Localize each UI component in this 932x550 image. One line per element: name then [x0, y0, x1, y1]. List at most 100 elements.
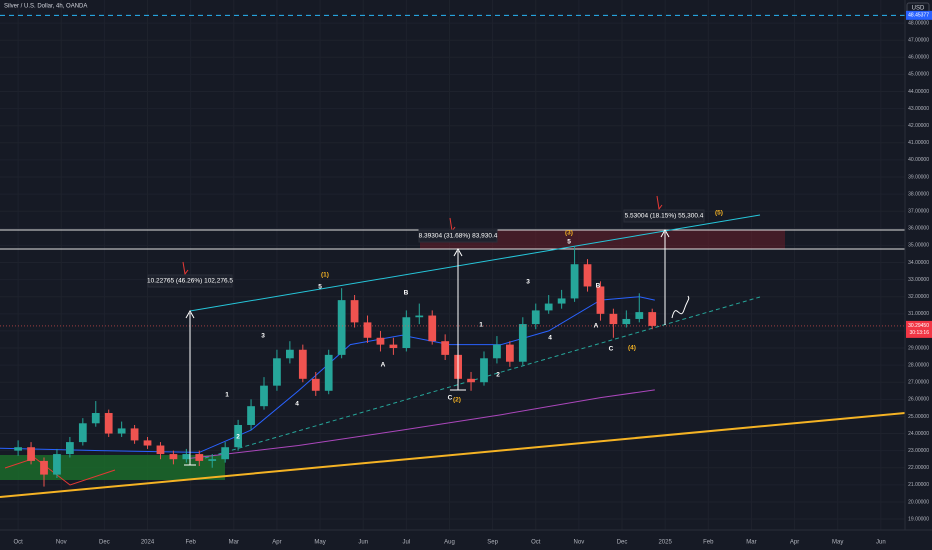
candle-body — [169, 454, 178, 460]
candle-body — [182, 454, 191, 460]
y-tick-label: 46.00000 — [908, 55, 929, 61]
measure-label: 10.22765 (46.26%) 102,276.5 — [147, 278, 233, 285]
y-tick-label: 24.00000 — [908, 431, 929, 437]
candle-body — [441, 341, 450, 355]
y-tick-label: 42.00000 — [908, 123, 929, 129]
candle-body — [363, 322, 372, 338]
y-tick-label: 23.00000 — [908, 448, 929, 454]
projection — [671, 295, 690, 319]
x-tick-label: Sep — [487, 540, 498, 546]
candle-body — [415, 315, 424, 318]
candle-body — [609, 313, 618, 325]
y-tick-label: 21.00000 — [908, 482, 929, 488]
wave-label: (4) — [628, 345, 636, 352]
wave-label: (5) — [715, 210, 723, 217]
measure-label: 5.53004 (18.15%) 55,300.4 — [625, 213, 704, 220]
y-tick-label: 41.00000 — [908, 140, 929, 146]
x-tick-label: May — [832, 540, 843, 546]
wave-label: 3 — [526, 279, 530, 286]
arrow-head — [453, 247, 463, 257]
candle-body — [337, 300, 346, 355]
y-tick-label: 26.00000 — [908, 397, 929, 403]
y-tick-label: 36.00000 — [908, 226, 929, 232]
candle-body — [389, 344, 398, 349]
wave-label: 4 — [548, 335, 552, 342]
wave-label: 1 — [225, 392, 229, 399]
x-tick-label: Feb — [185, 540, 196, 546]
wave-label: A — [381, 362, 386, 369]
wave-label: (3) — [565, 230, 573, 237]
x-tick-label: Oct — [13, 540, 23, 546]
candle-body — [53, 454, 61, 475]
y-tick-label: 48.00000 — [908, 20, 929, 26]
y-tick-label: 40.00000 — [908, 157, 929, 163]
wave-label: 4 — [295, 401, 299, 408]
wave-label: C — [448, 395, 453, 402]
candle-body — [557, 298, 566, 304]
alert-tag — [906, 10, 932, 20]
y-tick-label: 25.00000 — [908, 414, 929, 420]
candle-body — [505, 344, 514, 362]
alert-label: 48.45377 — [908, 13, 929, 19]
candle-body — [273, 358, 281, 386]
candle-body — [570, 264, 579, 299]
candle-body — [117, 428, 126, 434]
measure-box — [147, 274, 233, 288]
candle-body — [195, 454, 204, 461]
candle-body — [467, 378, 475, 383]
candle-body — [247, 406, 255, 425]
y-tick-label: 32.00000 — [908, 294, 929, 300]
wave-label: 2 — [496, 372, 500, 379]
candle-body — [40, 460, 48, 475]
candle-body — [583, 264, 592, 287]
y-tick-label: 33.00000 — [908, 277, 929, 283]
candle-body — [260, 385, 268, 407]
x-tick-label: May — [314, 540, 325, 546]
candle-body — [518, 324, 527, 362]
candle-body — [285, 349, 294, 359]
y-tick-label: 37.00000 — [908, 209, 929, 215]
y-tick-label: 45.00000 — [908, 72, 929, 78]
measure-label: 8.39304 (31.68%) 83,930.4 — [419, 233, 498, 240]
chart-title: Silver / U.S. Dollar, 4h, OANDA — [4, 4, 87, 10]
y-tick-label: 27.00000 — [908, 380, 929, 386]
candle-body — [78, 423, 87, 443]
candle-body — [531, 310, 540, 325]
y-tick-label: 35.00000 — [908, 243, 929, 249]
candle-body — [298, 349, 307, 379]
x-tick-label: Feb — [703, 540, 714, 546]
x-tick-label: Dec — [617, 540, 628, 546]
wave-label: B — [596, 283, 601, 290]
x-tick-label: Mar — [746, 540, 756, 546]
red-arrow — [656, 195, 663, 211]
arrow-head — [660, 228, 670, 238]
candle-body — [376, 337, 385, 345]
y-tick-label: 38.00000 — [908, 191, 929, 197]
last-price-tag — [906, 320, 932, 338]
x-tick-label: Jun — [358, 540, 368, 546]
candle-body — [208, 459, 217, 461]
candle-body — [234, 424, 242, 448]
y-tick-label: 34.00000 — [908, 260, 929, 266]
wave-label: (1) — [321, 272, 329, 279]
candle-body — [596, 286, 605, 314]
long-trendline — [0, 412, 906, 498]
candle-body — [130, 428, 139, 441]
last-price-label: 30.29450 — [908, 323, 929, 329]
countdown: 30:13:16 — [910, 330, 930, 336]
red-arrow — [182, 261, 189, 276]
wave-label: (2) — [453, 397, 461, 404]
candle-body — [27, 447, 35, 461]
measure-box — [418, 229, 498, 243]
resistance-zone — [420, 230, 785, 249]
y-tick-label: 22.00000 — [908, 465, 929, 471]
y-tick-label: 31.00000 — [908, 311, 929, 317]
x-tick-label: Aug — [444, 540, 455, 546]
x-tick-label: 2024 — [141, 540, 155, 546]
candle-body — [622, 318, 631, 325]
y-tick-label: 28.00000 — [908, 362, 929, 368]
x-tick-label: Jul — [403, 540, 411, 546]
moving-average — [190, 389, 655, 459]
x-tick-label: Mar — [229, 540, 239, 546]
